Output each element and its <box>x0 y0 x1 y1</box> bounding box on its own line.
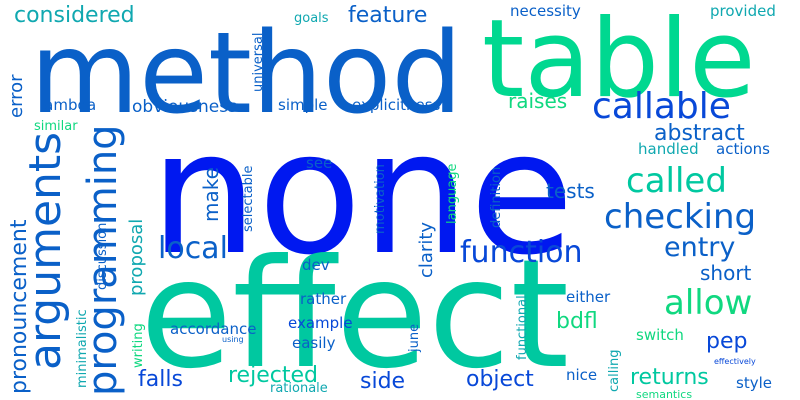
word-writing: writing <box>131 323 146 368</box>
word-abstract: abstract <box>654 121 745 146</box>
word-nice: nice <box>566 366 597 384</box>
word-method: method <box>30 9 463 139</box>
word-checking: checking <box>604 197 756 237</box>
word-raises: raises <box>508 89 567 113</box>
word-example: example <box>288 314 353 332</box>
word-local: local <box>158 231 228 266</box>
word-using: using <box>222 335 244 344</box>
word-entry: entry <box>664 232 735 263</box>
word-error: error <box>6 74 27 118</box>
word-universal: universal <box>251 33 266 92</box>
word-accordance: accordance <box>170 320 256 338</box>
word-rationale: rationale <box>270 381 328 396</box>
word-functional: functional <box>515 295 530 360</box>
word-either: either <box>566 288 611 306</box>
word-lambda: lambda <box>40 96 96 114</box>
word-obviousness: obviousness <box>132 97 237 117</box>
word-definition: definition <box>489 167 504 228</box>
word-necessity: necessity <box>510 2 581 20</box>
word-callable: callable <box>592 86 731 127</box>
word-handled: handled <box>638 140 699 158</box>
word-actions: actions <box>716 140 770 158</box>
word-allow: allow <box>664 283 752 323</box>
word-calling: calling <box>607 350 622 392</box>
word-provided: provided <box>710 2 776 20</box>
word-goals: goals <box>294 11 329 26</box>
word-easily: easily <box>292 334 336 352</box>
word-simple: simple <box>278 96 328 114</box>
word-returns: returns <box>630 365 709 390</box>
word-clarity: clarity <box>416 222 437 278</box>
word-short: short <box>700 261 752 285</box>
word-style: style <box>736 374 772 392</box>
word-selectable: selectable <box>241 166 256 232</box>
word-arguments: arguments <box>20 132 71 370</box>
word-falls: falls <box>138 367 183 392</box>
word-pep: pep <box>706 329 747 354</box>
word-language: language <box>445 163 460 224</box>
word-table: table <box>482 0 756 122</box>
word-semantics: semantics <box>636 388 692 400</box>
word-object: object <box>466 367 534 392</box>
word-proposal: proposal <box>126 219 147 296</box>
word-rather: rather <box>300 290 347 308</box>
word-function: function <box>460 235 583 270</box>
word-side: side <box>360 369 405 394</box>
word-switch: switch <box>636 326 684 344</box>
word-programming: programming <box>80 124 126 396</box>
word-dev: dev <box>302 256 330 274</box>
word-none: none <box>150 95 574 293</box>
word-minimalistic: minimalistic <box>75 309 90 388</box>
word-tests: tests <box>546 179 595 203</box>
word-make: make <box>199 167 223 222</box>
word-see: see <box>306 154 332 172</box>
word-bdfl: bdfl <box>556 309 598 334</box>
word-similar: similar <box>34 119 78 134</box>
word-called: called <box>626 161 727 201</box>
word-discussion: discussion <box>95 223 110 290</box>
word-considered: considered <box>14 3 135 28</box>
word-feature: feature <box>348 3 427 28</box>
word-effectively: effectively <box>714 357 756 366</box>
word-effect: effect <box>140 228 569 400</box>
word-june: june <box>407 324 422 353</box>
word-pronouncement: pronouncement <box>7 219 32 394</box>
word-rejected: rejected <box>228 363 318 388</box>
word-explicitness: explicitness <box>352 96 441 114</box>
word-motivation: motivation <box>373 164 388 234</box>
